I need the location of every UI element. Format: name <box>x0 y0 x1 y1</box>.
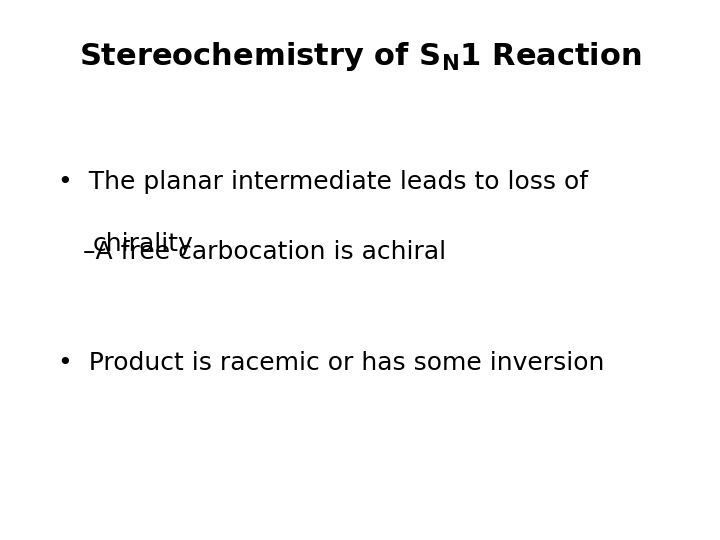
Text: •  The planar intermediate leads to loss of: • The planar intermediate leads to loss … <box>58 170 588 194</box>
Text: Stereochemistry of S$_{\mathregular{N}}$1 Reaction: Stereochemistry of S$_{\mathregular{N}}$… <box>78 40 642 73</box>
Text: •  Product is racemic or has some inversion: • Product is racemic or has some inversi… <box>58 351 604 375</box>
Text: –A free carbocation is achiral: –A free carbocation is achiral <box>83 240 446 264</box>
Text: chirality: chirality <box>92 232 193 256</box>
